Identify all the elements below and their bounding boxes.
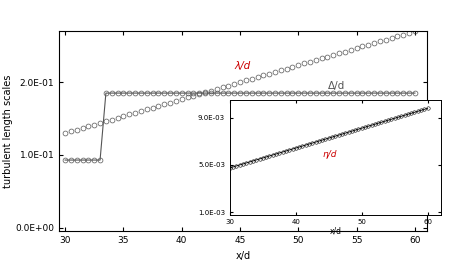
Text: λ/d: λ/d (234, 61, 250, 71)
X-axis label: x/d: x/d (236, 251, 250, 260)
Y-axis label: turbulent length scales: turbulent length scales (3, 75, 13, 188)
X-axis label: x/d: x/d (329, 227, 341, 236)
Text: η/d: η/d (322, 150, 337, 159)
Text: Δ/d: Δ/d (328, 81, 345, 91)
